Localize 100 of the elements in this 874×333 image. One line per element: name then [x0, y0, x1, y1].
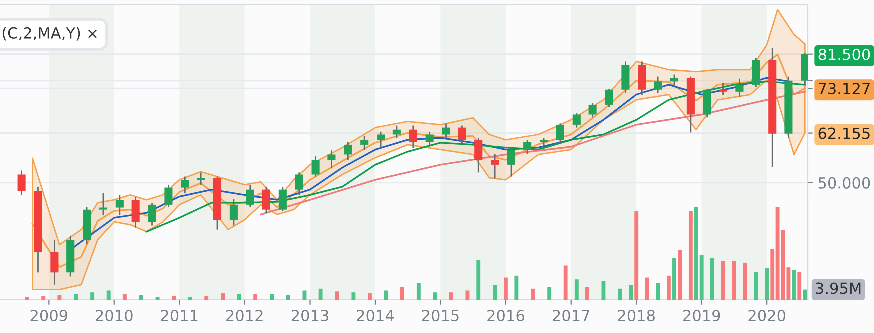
candlestick — [426, 131, 434, 147]
bar — [449, 292, 454, 300]
bar — [237, 294, 242, 300]
candlestick — [197, 172, 206, 186]
x-tick-label: 2015 — [422, 310, 459, 322]
bar — [656, 283, 660, 300]
x-tick-label: 2010 — [96, 310, 133, 322]
bar — [476, 260, 481, 300]
candlestick — [132, 196, 140, 228]
bar — [74, 294, 78, 300]
bar — [384, 290, 388, 300]
bar — [798, 272, 802, 300]
bar — [634, 211, 639, 300]
x-tick-label: 2014 — [357, 310, 394, 322]
line-series — [260, 91, 806, 216]
candlestick — [278, 186, 287, 212]
bar — [221, 294, 226, 300]
bar — [493, 285, 498, 300]
bar — [139, 295, 144, 300]
x-tick-label: 2012 — [226, 310, 263, 322]
bar — [548, 287, 552, 300]
candlestick — [409, 125, 418, 149]
x-tick-label: 2011 — [161, 310, 198, 322]
annotation: 3.95M — [816, 282, 861, 294]
bar — [90, 292, 95, 300]
candlestick — [344, 141, 352, 162]
candlestick — [654, 76, 662, 94]
bar — [58, 295, 62, 300]
candlestick — [392, 125, 401, 139]
bar — [352, 292, 356, 300]
candlestick — [262, 186, 270, 214]
candlestick — [719, 82, 728, 96]
bar — [678, 250, 682, 300]
candlestick — [572, 112, 581, 129]
candlestick — [588, 102, 597, 118]
candlestick — [148, 202, 156, 226]
candlestick — [442, 123, 450, 139]
x-tick-label: 2017 — [553, 310, 590, 322]
line-series — [146, 80, 806, 233]
bar — [732, 261, 736, 300]
bar — [564, 266, 568, 300]
x-tick-label: 2009 — [30, 310, 68, 322]
bar — [302, 290, 307, 300]
candlestick — [524, 139, 532, 156]
bar — [318, 288, 323, 300]
bar — [710, 258, 714, 300]
candlestick — [164, 184, 173, 208]
candlestick — [181, 176, 190, 194]
bar — [645, 278, 650, 300]
candlestick — [360, 135, 369, 151]
y-tick-label: 62.155 — [818, 128, 870, 140]
bar — [368, 294, 372, 300]
bar — [335, 292, 340, 300]
bar — [585, 287, 590, 300]
candlestick — [491, 154, 500, 180]
bar — [504, 278, 508, 300]
bar — [270, 294, 274, 300]
bar — [688, 211, 693, 300]
candlestick — [230, 198, 238, 226]
candlestick — [507, 148, 516, 178]
bar — [666, 276, 671, 300]
annotation: (C,2,MA,Y) × — [2, 27, 98, 41]
bar — [204, 296, 209, 300]
candlestick — [50, 239, 59, 286]
candlestick — [474, 137, 483, 174]
bar — [254, 294, 258, 300]
bar — [754, 272, 758, 300]
x-tick-label: 2020 — [748, 310, 786, 322]
candlestick — [540, 137, 548, 149]
bar — [156, 297, 160, 300]
candlestick — [605, 88, 614, 108]
x-tick-label: 2018 — [618, 310, 655, 322]
y-tick-label: 73.127 — [818, 83, 870, 95]
candlestick — [458, 125, 466, 145]
bar — [122, 294, 127, 300]
candlestick — [328, 150, 336, 170]
bar — [721, 261, 726, 300]
bar — [433, 292, 438, 300]
bar — [629, 285, 634, 300]
candlestick — [18, 170, 26, 196]
bar — [400, 287, 404, 300]
x-tick-label: 2013 — [292, 310, 328, 322]
candlestick — [99, 192, 108, 216]
bar — [188, 297, 192, 300]
bar — [416, 283, 421, 300]
candlestick — [295, 172, 304, 196]
candlestick — [246, 184, 254, 208]
bar — [618, 288, 622, 300]
bar — [514, 276, 519, 300]
candlestick — [116, 194, 124, 216]
candlestick — [377, 131, 386, 149]
x-tick-label: 2019 — [684, 310, 720, 322]
bar — [466, 290, 470, 300]
bar — [42, 296, 46, 300]
bar — [25, 297, 30, 300]
y-tick-label: 81.500 — [818, 48, 870, 60]
bar — [672, 258, 676, 300]
x-tick-label: 2016 — [488, 310, 524, 322]
bar — [574, 280, 579, 300]
bar — [106, 290, 111, 300]
